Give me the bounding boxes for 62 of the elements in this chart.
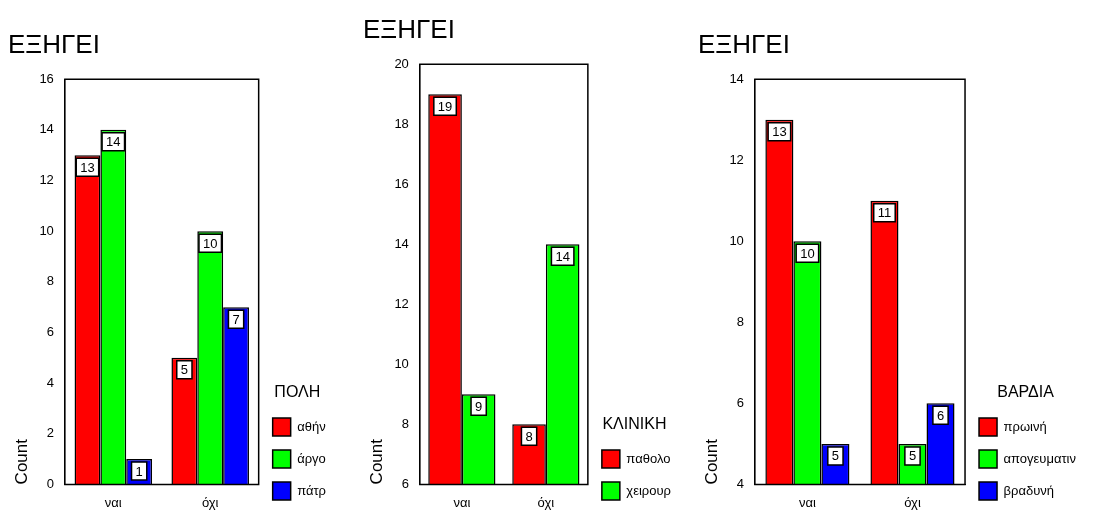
y-axis-title: Count (701, 438, 721, 485)
x-tick-label: ναι (453, 494, 471, 510)
x-tick-label: όχι (201, 494, 219, 510)
legend-title: ΒΑΡΔΙΑ (997, 383, 1055, 401)
data-label: 9 (475, 398, 483, 414)
legend-label: αθήν (297, 418, 326, 434)
y-tick-label: 14 (39, 121, 54, 137)
legend-label: απογευματιν (1003, 450, 1076, 466)
y-tick-label: 8 (401, 415, 409, 431)
y-tick-label: 12 (394, 295, 409, 311)
y-tick-label: 10 (39, 222, 54, 238)
chart-title: ΕΞΗΓΕΙ (698, 28, 790, 59)
y-tick-label: 12 (39, 172, 54, 188)
data-label: 10 (800, 245, 815, 261)
x-tick-label: όχι (904, 494, 921, 510)
y-tick-label: 4 (46, 374, 54, 390)
y-tick-label: 16 (394, 175, 409, 191)
legend-label: παθολο (626, 450, 671, 466)
legend-title: ΠΟΛΗ (274, 383, 321, 401)
y-tick-label: 12 (729, 151, 744, 167)
y-tick-label: 20 (394, 55, 409, 71)
legend-title: ΚΛΙΝΙΚΗ (602, 415, 667, 433)
legend-label: άργο (297, 450, 326, 466)
data-label: 10 (202, 235, 218, 251)
data-label: 5 (831, 448, 840, 464)
y-tick-label: 10 (729, 232, 744, 248)
x-tick-label: όχι (537, 494, 555, 510)
data-label: 5 (180, 362, 188, 378)
legend-label: πάτρ (297, 482, 327, 498)
data-label: 13 (80, 159, 95, 175)
y-tick-label: 14 (394, 235, 409, 251)
data-label: 14 (106, 134, 121, 150)
x-tick-label: ναι (798, 494, 816, 510)
y-tick-label: 18 (394, 115, 409, 131)
y-tick-label: 0 (46, 475, 54, 491)
data-label: 8 (525, 428, 533, 444)
legend-label: πρωινή (1003, 418, 1047, 434)
legend-label: χειρουρ (626, 482, 671, 498)
y-axis-title: Count (11, 438, 31, 485)
y-tick-label: 6 (401, 475, 409, 491)
chart-title: ΕΞΗΓΕΙ (363, 13, 455, 44)
data-label: 7 (232, 311, 240, 327)
data-label: 13 (772, 124, 787, 140)
y-tick-label: 8 (46, 273, 54, 289)
data-label: 5 (908, 448, 917, 464)
y-tick-label: 4 (736, 475, 744, 491)
legend-label: βραδυνή (1003, 482, 1054, 498)
data-label: 19 (437, 98, 453, 114)
data-label: 11 (877, 205, 892, 221)
data-label: 14 (555, 248, 570, 264)
data-label: 6 (936, 407, 945, 423)
y-tick-label: 6 (46, 324, 54, 340)
y-tick-label: 14 (729, 70, 744, 86)
x-tick-label: ναι (104, 494, 122, 510)
chart-title: ΕΞΗΓΕΙ (8, 28, 100, 59)
y-tick-label: 8 (736, 313, 744, 329)
y-tick-label: 16 (39, 70, 54, 86)
y-tick-label: 10 (394, 355, 409, 371)
y-tick-label: 2 (46, 425, 54, 441)
data-label: 1 (135, 463, 143, 479)
y-tick-label: 6 (736, 394, 744, 410)
y-axis-title: Count (366, 438, 386, 485)
